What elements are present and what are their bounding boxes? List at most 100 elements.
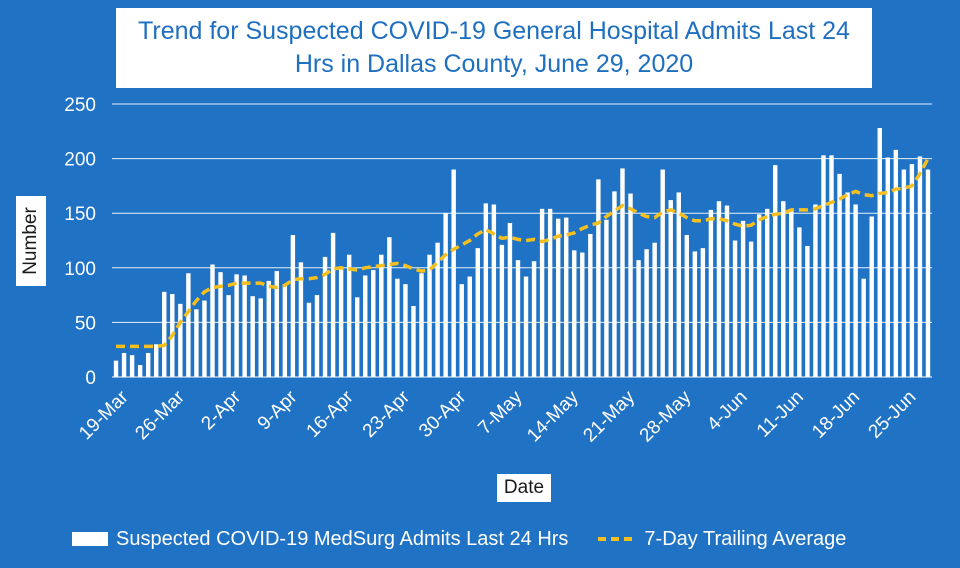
bar xyxy=(588,233,593,377)
bar xyxy=(162,291,167,377)
bar xyxy=(282,285,288,377)
bar xyxy=(338,267,344,377)
y-tick-label: 150 xyxy=(64,204,96,225)
x-tick-label: 21-May xyxy=(579,386,639,446)
bar xyxy=(813,204,818,377)
bar xyxy=(314,295,320,377)
bar xyxy=(764,208,770,377)
bar xyxy=(885,157,890,377)
bar xyxy=(145,352,151,377)
bar xyxy=(853,204,858,377)
bar xyxy=(186,273,191,377)
bar xyxy=(925,169,931,377)
bar xyxy=(893,149,899,377)
bar xyxy=(290,235,296,377)
bar xyxy=(363,275,368,377)
bar xyxy=(572,250,577,377)
bar xyxy=(395,278,400,377)
bar xyxy=(202,300,207,377)
bar xyxy=(266,280,271,377)
legend-bars-label: Suspected COVID-19 MedSurg Admits Last 2… xyxy=(116,527,569,550)
chart-title-line-2: Hrs in Dallas County, June 29, 2020 xyxy=(294,50,694,78)
average-line-series xyxy=(116,157,930,349)
bar xyxy=(861,278,866,377)
bar xyxy=(547,208,553,377)
bar xyxy=(330,232,336,377)
chart-title: Trend for Suspected COVID-19 General Hos… xyxy=(116,8,872,88)
bar xyxy=(628,193,633,377)
bar xyxy=(732,240,738,377)
bar xyxy=(427,254,432,377)
x-tick-label: 4-Jun xyxy=(703,387,751,435)
bar xyxy=(194,309,199,377)
bar xyxy=(692,251,698,377)
bar xyxy=(789,211,794,377)
x-tick-label: 30-Apr xyxy=(415,386,471,442)
y-tick-label: 0 xyxy=(85,368,96,389)
bar xyxy=(419,273,424,377)
y-tick-label: 50 xyxy=(75,313,96,334)
bar xyxy=(877,128,882,377)
x-tick-label: 14-May xyxy=(523,386,583,446)
bar xyxy=(154,344,159,377)
y-tick-label: 250 xyxy=(64,95,96,116)
bar xyxy=(242,275,247,377)
y-axis: 0 50 100 150 200 250 xyxy=(64,95,96,389)
bar xyxy=(467,276,472,377)
bar xyxy=(845,192,850,377)
bar xyxy=(515,260,521,377)
bar xyxy=(620,168,625,377)
bar xyxy=(274,271,280,377)
legend-line-label: 7-Day Trailing Average xyxy=(644,527,847,550)
bar xyxy=(660,169,665,377)
bar xyxy=(636,260,641,377)
bar xyxy=(234,274,239,377)
gridlines xyxy=(112,103,932,378)
bar xyxy=(756,214,762,377)
y-axis-label: Number xyxy=(16,196,46,286)
bar xyxy=(346,254,352,377)
bar xyxy=(298,262,304,377)
x-tick-label: 7-May xyxy=(474,386,527,439)
y-tick-label: 200 xyxy=(64,150,96,171)
bar xyxy=(210,264,215,377)
bar xyxy=(411,306,416,377)
bar xyxy=(580,252,585,377)
legend-line-swatch xyxy=(598,537,635,541)
bar xyxy=(781,201,786,377)
x-tick-label: 11-Jun xyxy=(753,387,808,442)
bar xyxy=(218,272,223,377)
bar xyxy=(403,284,408,377)
bar xyxy=(306,302,312,377)
bar xyxy=(829,155,834,377)
bar xyxy=(917,156,923,377)
bar xyxy=(475,248,480,377)
bar xyxy=(250,296,255,377)
bar xyxy=(564,217,569,377)
bar xyxy=(724,205,730,377)
x-tick-label: 9-Apr xyxy=(254,386,302,434)
chart-title-line-1: Trend for Suspected COVID-19 General Hos… xyxy=(138,17,850,45)
bar xyxy=(837,173,842,377)
bar xyxy=(909,164,915,377)
bar-series xyxy=(113,128,931,377)
legend-item-line: 7-Day Trailing Average xyxy=(596,528,846,551)
bar xyxy=(113,360,119,377)
bar xyxy=(379,254,384,377)
bar xyxy=(483,203,489,377)
bar xyxy=(652,242,657,377)
bar xyxy=(676,192,681,377)
bar xyxy=(797,227,802,377)
bar xyxy=(700,248,706,377)
x-tick-label: 16-Apr xyxy=(303,386,359,442)
bar xyxy=(748,241,754,377)
bar xyxy=(821,155,826,377)
y-axis-label-text: Number xyxy=(20,207,42,275)
x-axis-label-text: Date xyxy=(503,477,545,498)
bar xyxy=(539,208,545,377)
average-line xyxy=(116,157,930,349)
legend-item-bars: Suspected COVID-19 MedSurg Admits Last 2… xyxy=(72,528,568,551)
